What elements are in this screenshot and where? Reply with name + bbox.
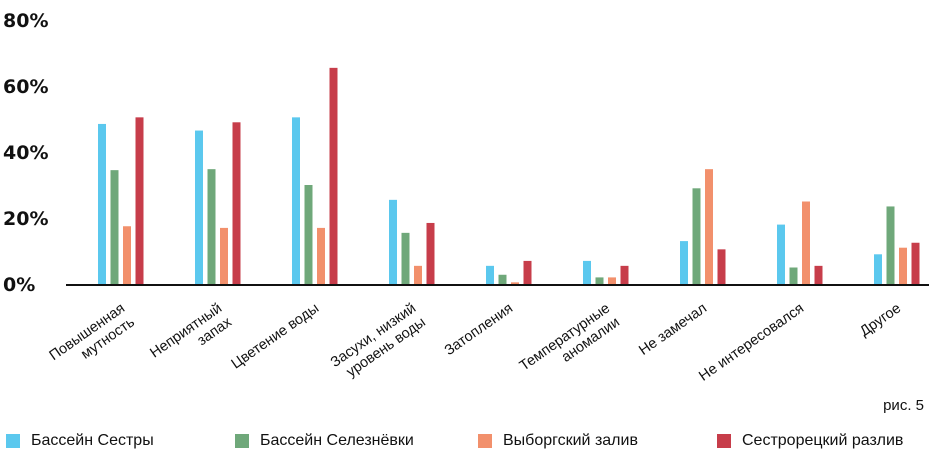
x-tick-label: Другое: [857, 300, 904, 340]
bar: [608, 277, 616, 284]
bar: [486, 265, 494, 284]
bar: [899, 247, 907, 284]
legend-label: Бассейн Сестры: [31, 432, 154, 449]
bar: [583, 260, 591, 284]
bar: [777, 224, 785, 284]
legend-label: Выборгский залив: [503, 432, 638, 449]
y-tick-label: 80%: [3, 10, 48, 32]
bar: [317, 227, 325, 284]
bar: [523, 260, 532, 284]
x-tick-label: Цветение воды: [229, 300, 322, 372]
bar: [135, 117, 144, 284]
bar-chart: 0% 20% 40% 60% 80% Повышеннаямутность Неприят…: [3, 10, 929, 388]
x-tick-label: Не замечал: [636, 300, 710, 358]
bar: [620, 265, 629, 284]
bar: [220, 227, 228, 284]
bar: [292, 117, 300, 284]
bar: [123, 226, 131, 284]
legend-swatch: [6, 434, 20, 448]
bar: [498, 274, 507, 284]
x-tick-label-line: Цветение воды: [229, 300, 322, 372]
x-axis-labels: Повышеннаямутность НеприятныйзапахЦветени…: [47, 300, 904, 388]
bar: [98, 123, 106, 284]
y-tick-label: 20%: [3, 208, 48, 230]
figure-caption: рис. 5: [883, 397, 924, 414]
x-tick-label-line: Не замечал: [636, 300, 710, 358]
bar: [329, 67, 338, 284]
y-tick-label: 40%: [3, 142, 48, 164]
y-tick-label: 60%: [3, 76, 48, 98]
y-tick-label: 0%: [3, 274, 35, 296]
bar: [511, 282, 519, 284]
bar: [414, 265, 422, 284]
x-tick-label: Засухи, низкийуровень воды: [328, 300, 429, 384]
legend-item: Сестрорецкий разлив: [717, 432, 903, 450]
legend-swatch: [717, 434, 731, 448]
bar: [886, 206, 895, 284]
legend-swatch: [478, 434, 492, 448]
bar: [426, 222, 435, 284]
bar: [680, 241, 688, 284]
bar: [389, 199, 397, 284]
legend-label: Сестрорецкий разлив: [742, 432, 904, 449]
x-tick-label: Неприятныйзапах: [147, 300, 235, 375]
bar: [874, 254, 882, 284]
legend-item: Бассейн Сестры: [6, 432, 154, 450]
bar: [195, 130, 203, 284]
bar: [789, 267, 798, 284]
x-tick-label: Затопления: [442, 300, 516, 359]
legend-item: Бассейн Селезнёвки: [235, 432, 414, 450]
legend-item: Выборгский залив: [478, 432, 638, 450]
bar: [814, 265, 823, 284]
x-tick-label: Повышеннаямутность: [47, 300, 138, 378]
x-tick-label: Температурныеаномалии: [517, 300, 623, 388]
bar: [911, 242, 920, 284]
bar: [110, 170, 119, 284]
bar: [692, 188, 701, 284]
bar: [232, 122, 241, 284]
y-axis-ticks: 0% 20% 40% 60% 80%: [3, 10, 48, 296]
x-tick-label-line: Другое: [857, 300, 904, 340]
x-tick-label-line: Затопления: [442, 300, 516, 359]
legend-swatch: [235, 434, 249, 448]
legend-label: Бассейн Селезнёвки: [260, 432, 414, 449]
bar: [401, 232, 410, 284]
legend: Бассейн Сестры Бассейн Селезнёвки Выборгск…: [0, 432, 934, 456]
bar: [705, 169, 713, 284]
bars: [98, 67, 920, 284]
bar: [207, 169, 216, 284]
x-tick-label-line: Не интересовался: [696, 300, 807, 384]
bar: [717, 249, 726, 284]
bar: [802, 201, 810, 284]
x-tick-label: Не интересовался: [696, 300, 807, 384]
bar: [304, 185, 313, 284]
bar: [595, 277, 604, 284]
